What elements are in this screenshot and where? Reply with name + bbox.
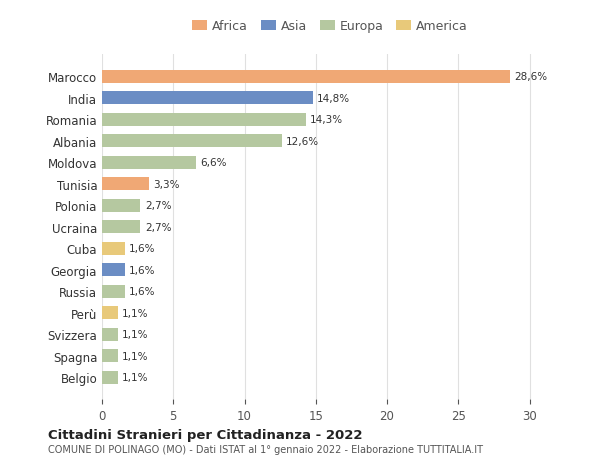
Text: COMUNE DI POLINAGO (MO) - Dati ISTAT al 1° gennaio 2022 - Elaborazione TUTTITALI: COMUNE DI POLINAGO (MO) - Dati ISTAT al …	[48, 444, 483, 454]
Bar	[102, 157, 196, 169]
Text: 1,1%: 1,1%	[122, 308, 148, 318]
Text: 2,7%: 2,7%	[145, 201, 171, 211]
Text: 1,1%: 1,1%	[122, 351, 148, 361]
Text: 14,8%: 14,8%	[317, 94, 350, 104]
Bar	[102, 263, 125, 276]
Text: 1,1%: 1,1%	[122, 330, 148, 339]
Bar	[102, 178, 149, 191]
Bar	[102, 285, 125, 298]
Bar	[102, 371, 118, 384]
Text: 12,6%: 12,6%	[286, 136, 319, 146]
Bar	[102, 221, 140, 234]
Text: 28,6%: 28,6%	[514, 72, 547, 82]
Text: Cittadini Stranieri per Cittadinanza - 2022: Cittadini Stranieri per Cittadinanza - 2…	[48, 428, 362, 442]
Bar	[102, 113, 306, 127]
Text: 1,6%: 1,6%	[129, 265, 155, 275]
Text: 1,6%: 1,6%	[129, 286, 155, 297]
Text: 14,3%: 14,3%	[310, 115, 343, 125]
Bar	[102, 242, 125, 255]
Bar	[102, 92, 313, 105]
Bar	[102, 328, 118, 341]
Bar	[102, 349, 118, 362]
Bar	[102, 307, 118, 319]
Text: 2,7%: 2,7%	[145, 222, 171, 232]
Text: 1,6%: 1,6%	[129, 244, 155, 254]
Bar	[102, 135, 281, 148]
Text: 1,1%: 1,1%	[122, 372, 148, 382]
Bar	[102, 199, 140, 212]
Bar	[102, 71, 509, 84]
Legend: Africa, Asia, Europa, America: Africa, Asia, Europa, America	[188, 17, 472, 37]
Text: 3,3%: 3,3%	[154, 179, 180, 189]
Text: 6,6%: 6,6%	[200, 158, 227, 168]
